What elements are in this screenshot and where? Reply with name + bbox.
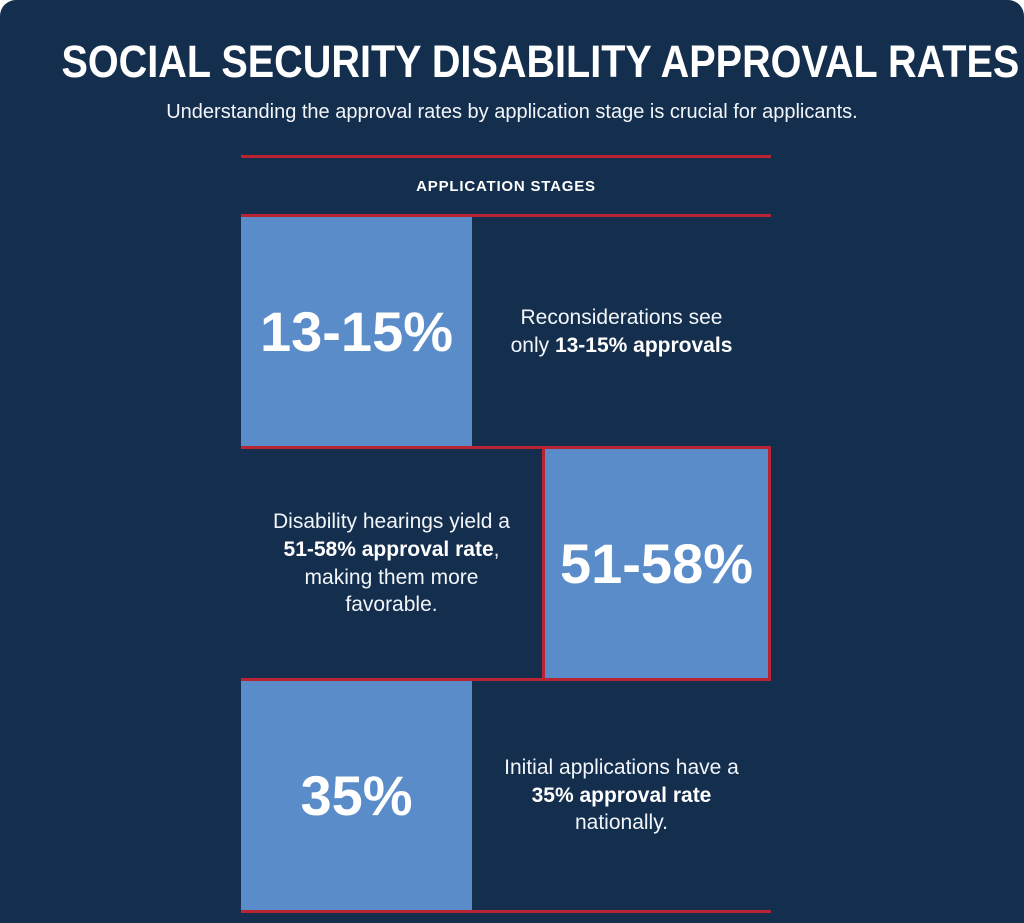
section-header: APPLICATION STAGES (241, 155, 771, 214)
rate-value: 51-58% (559, 532, 754, 595)
bottom-divider (241, 910, 771, 922)
rate-value: 13-15% (259, 300, 454, 363)
desc-bold: 35% approval rate (531, 783, 712, 807)
stage-desc-initial: Initial applications have a 35% approval… (472, 681, 771, 910)
desc-pre: Disability hearings yield a (273, 510, 510, 534)
stage-desc-text: Initial applications have a 35% approval… (502, 754, 742, 837)
rate-box-initial: 35% (241, 681, 472, 910)
stage-row-hearings: Disability hearings yield a 51-58% appro… (241, 446, 771, 678)
stage-desc-reconsiderations: Reconsiderations see only 13-15% approva… (472, 217, 771, 446)
desc-post: nationally. (574, 811, 668, 835)
page-title: SOCIAL SECURITY DISABILITY APPROVAL RATE… (61, 36, 1020, 87)
page-subtitle: Understanding the approval rates by appl… (166, 101, 858, 123)
stage-desc-hearings: Disability hearings yield a 51-58% appro… (241, 449, 542, 678)
stages-panel: APPLICATION STAGES 13-15% Reconsideratio… (241, 155, 771, 922)
desc-bold: 51-58% approval rate (283, 537, 494, 561)
stage-desc-text: Disability hearings yield a 51-58% appro… (266, 508, 518, 619)
section-label: APPLICATION STAGES (416, 177, 596, 195)
stage-row-initial: 35% Initial applications have a 35% appr… (241, 678, 771, 910)
desc-post: , making them more favorable. (304, 537, 500, 617)
rate-box-reconsiderations: 13-15% (241, 217, 472, 446)
desc-bold: 13-15% approvals (554, 333, 733, 357)
stage-desc-text: Reconsiderations see only 13-15% approva… (502, 304, 742, 359)
rate-value: 35% (300, 764, 413, 827)
desc-pre: Initial applications have a (504, 755, 739, 779)
rate-box-hearings: 51-58% (542, 449, 771, 678)
desc-pre: Reconsiderations see only (510, 305, 723, 357)
stage-row-reconsiderations: 13-15% Reconsiderations see only 13-15% … (241, 214, 771, 446)
